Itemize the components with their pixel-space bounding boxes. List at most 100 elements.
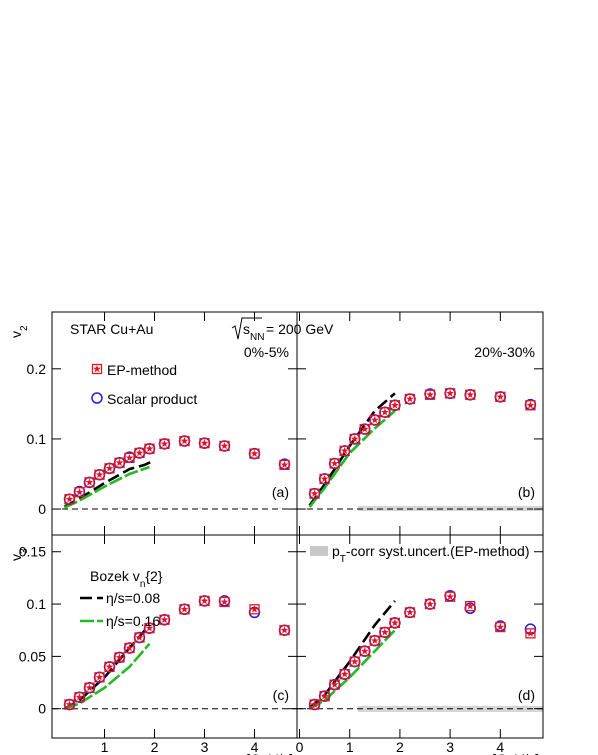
ep-star bbox=[496, 392, 505, 401]
ep-square bbox=[179, 604, 190, 615]
ep-square bbox=[134, 447, 145, 459]
band-label-part: p bbox=[332, 543, 340, 559]
model-curve bbox=[308, 629, 396, 710]
ep-point bbox=[219, 596, 230, 608]
ep-square bbox=[179, 435, 190, 447]
y-axis-label-part: 2 bbox=[19, 325, 30, 331]
ep-point bbox=[91, 363, 103, 375]
y-tick-label: 0.2 bbox=[27, 361, 47, 377]
y-axis-label-part: v bbox=[8, 554, 24, 561]
ep-point bbox=[444, 388, 456, 399]
x-axis-label-part: p bbox=[229, 751, 237, 755]
legend-label: η/s=0.08 bbox=[106, 590, 160, 606]
ep-square bbox=[349, 656, 360, 667]
ep-point bbox=[379, 627, 391, 638]
ep-point bbox=[525, 400, 536, 411]
ep-point bbox=[404, 607, 416, 618]
ep-square bbox=[104, 463, 115, 474]
ep-square bbox=[319, 690, 330, 702]
ep-star bbox=[371, 636, 379, 644]
ep-point bbox=[179, 435, 190, 447]
ep-star bbox=[426, 390, 434, 398]
panel-label: (d) bbox=[518, 687, 535, 703]
ep-square bbox=[319, 473, 330, 485]
ep-star bbox=[85, 683, 94, 692]
ep-star bbox=[145, 444, 154, 452]
ep-star bbox=[496, 623, 505, 631]
ep-square bbox=[424, 598, 436, 610]
ep-star bbox=[220, 597, 229, 606]
ep-square bbox=[84, 682, 95, 693]
y-axis-label: v3 bbox=[8, 548, 30, 561]
ep-star bbox=[320, 692, 329, 700]
ep-square bbox=[279, 459, 290, 471]
ep-point bbox=[144, 622, 155, 634]
ep-star bbox=[105, 464, 114, 472]
x-tick-label: 2 bbox=[151, 739, 159, 755]
ep-square bbox=[249, 448, 260, 459]
ep-square bbox=[219, 596, 230, 608]
ep-point bbox=[465, 389, 476, 400]
model-curve bbox=[63, 460, 153, 509]
ep-point bbox=[424, 598, 436, 610]
ep-star bbox=[330, 680, 339, 688]
ep-star bbox=[381, 628, 389, 636]
ep-square bbox=[359, 423, 370, 435]
ep-star bbox=[391, 618, 399, 627]
ep-point bbox=[379, 407, 391, 418]
y-tick-label: 0.1 bbox=[27, 596, 47, 612]
ep-star bbox=[466, 602, 475, 610]
ep-square bbox=[94, 469, 105, 480]
ep-square bbox=[495, 391, 506, 403]
y-tick-label: 0.15 bbox=[19, 544, 46, 560]
ep-point bbox=[495, 391, 506, 403]
ep-point bbox=[84, 682, 95, 693]
ep-star bbox=[526, 629, 535, 637]
x-axis-label-part: p bbox=[475, 751, 483, 755]
ep-square bbox=[404, 607, 416, 618]
ep-square bbox=[144, 622, 155, 634]
ep-star bbox=[95, 470, 104, 478]
y-axis-label: v2 bbox=[8, 325, 30, 338]
ep-square bbox=[329, 679, 340, 690]
ep-square bbox=[424, 389, 436, 400]
ep-point bbox=[349, 656, 360, 667]
ep-square bbox=[159, 614, 170, 625]
ep-star bbox=[371, 415, 379, 424]
ep-point bbox=[279, 625, 290, 636]
sqrt-sign bbox=[231, 317, 262, 340]
model-label: Bozek vn{2} bbox=[90, 568, 163, 590]
y-tick-label: 0 bbox=[38, 701, 46, 717]
ep-point bbox=[124, 452, 135, 464]
x-axis-label: pT [GeV/c] bbox=[229, 751, 293, 755]
ep-square bbox=[199, 437, 210, 449]
ep-point bbox=[104, 661, 115, 672]
ep-square bbox=[369, 635, 380, 646]
syst-band bbox=[358, 506, 543, 511]
ep-point bbox=[94, 672, 105, 683]
ep-point bbox=[74, 487, 85, 498]
legend-label: Scalar product bbox=[107, 391, 197, 407]
ep-star bbox=[75, 693, 84, 701]
ep-square bbox=[389, 617, 401, 629]
ep-star bbox=[160, 439, 169, 448]
x-tick-label: 2 bbox=[396, 739, 404, 755]
ep-square bbox=[525, 400, 536, 411]
ep-star bbox=[250, 605, 259, 613]
ep-star bbox=[160, 615, 169, 623]
ep-star bbox=[135, 448, 144, 457]
ep-square bbox=[124, 642, 135, 654]
ep-point bbox=[134, 447, 145, 459]
ep-square bbox=[495, 621, 506, 633]
ep-square bbox=[359, 645, 370, 657]
ep-star bbox=[65, 700, 74, 708]
ep-square bbox=[309, 488, 320, 499]
y-tick-label: 0.05 bbox=[19, 648, 46, 664]
ep-star bbox=[426, 600, 434, 608]
ep-star bbox=[115, 458, 124, 467]
ep-square bbox=[249, 604, 260, 615]
ep-square bbox=[104, 661, 115, 672]
ep-point bbox=[74, 692, 85, 703]
ep-point bbox=[64, 699, 75, 710]
ep-star bbox=[310, 489, 319, 497]
